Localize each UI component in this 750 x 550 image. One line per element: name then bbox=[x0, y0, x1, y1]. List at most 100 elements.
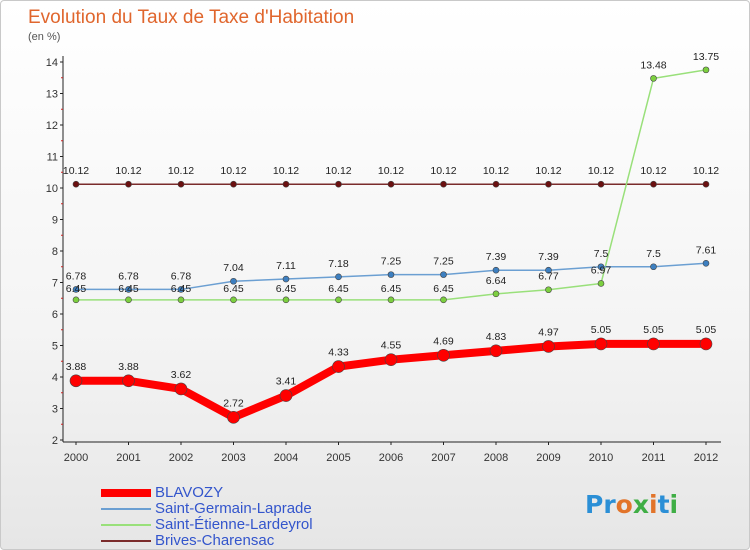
data-point bbox=[437, 348, 450, 362]
data-point bbox=[594, 337, 608, 351]
data-point bbox=[702, 180, 710, 188]
data-label: 10.12 bbox=[378, 165, 404, 177]
y-tick-label: 7 bbox=[52, 278, 58, 290]
data-point bbox=[489, 344, 503, 358]
data-label: 6.78 bbox=[118, 270, 139, 282]
data-point bbox=[440, 296, 447, 304]
data-point bbox=[597, 180, 605, 188]
data-point bbox=[335, 296, 342, 304]
x-tick-label: 2012 bbox=[694, 452, 718, 464]
data-label: 7.11 bbox=[276, 260, 296, 272]
data-point bbox=[125, 180, 132, 188]
x-tick-label: 2006 bbox=[379, 452, 403, 464]
data-point bbox=[122, 374, 135, 388]
x-tick-label: 2000 bbox=[64, 452, 88, 464]
data-point bbox=[545, 286, 552, 294]
data-label: 6.45 bbox=[328, 283, 349, 295]
data-point bbox=[702, 259, 710, 267]
data-label: 10.12 bbox=[430, 165, 456, 177]
data-point bbox=[387, 296, 395, 304]
unit-label: (en %) bbox=[28, 31, 61, 43]
x-tick-label: 2004 bbox=[274, 452, 298, 464]
data-point bbox=[332, 360, 345, 373]
y-tick-label: 3 bbox=[52, 404, 58, 416]
data-point bbox=[492, 290, 500, 298]
data-point bbox=[702, 66, 710, 74]
data-label: 6.45 bbox=[276, 283, 297, 295]
data-point bbox=[72, 296, 80, 304]
x-tick-label: 2002 bbox=[169, 452, 193, 464]
legend-swatch bbox=[101, 540, 151, 542]
data-label: 10.12 bbox=[483, 165, 509, 177]
x-tick-label: 2008 bbox=[484, 452, 508, 464]
data-label: 7.25 bbox=[433, 256, 454, 268]
data-point bbox=[542, 340, 555, 353]
data-label: 13.48 bbox=[640, 59, 666, 71]
x-tick-label: 2009 bbox=[536, 452, 560, 464]
x-tick-label: 2011 bbox=[642, 452, 666, 464]
data-point bbox=[545, 180, 552, 188]
data-label: 10.12 bbox=[115, 165, 141, 177]
y-tick-label: 11 bbox=[47, 152, 58, 164]
x-tick-label: 2001 bbox=[116, 452, 140, 464]
y-tick-label: 4 bbox=[52, 372, 58, 384]
x-tick-label: 2003 bbox=[221, 452, 245, 464]
data-label: 3.62 bbox=[171, 369, 192, 381]
data-label: 6.45 bbox=[66, 283, 87, 295]
legend-label: Brives-Charensac bbox=[155, 532, 275, 549]
legend-swatch bbox=[101, 508, 151, 510]
data-label: 6.45 bbox=[433, 283, 454, 295]
data-label: 3.41 bbox=[276, 376, 297, 388]
data-label: 6.45 bbox=[223, 283, 244, 295]
data-label: 10.12 bbox=[588, 165, 614, 177]
data-point bbox=[440, 180, 447, 188]
data-point bbox=[647, 337, 660, 351]
data-label: 13.75 bbox=[693, 51, 719, 63]
data-label: 4.55 bbox=[381, 340, 402, 352]
data-label: 10.12 bbox=[273, 165, 299, 177]
data-point bbox=[230, 277, 237, 285]
data-label: 4.83 bbox=[486, 331, 507, 343]
data-label: 6.77 bbox=[538, 271, 559, 283]
data-point bbox=[387, 271, 395, 278]
data-point bbox=[387, 180, 395, 188]
data-label: 10.12 bbox=[535, 165, 561, 177]
data-point bbox=[282, 275, 290, 283]
data-point bbox=[699, 337, 713, 351]
data-label: 5.05 bbox=[591, 324, 612, 336]
data-label: 2.72 bbox=[223, 397, 244, 409]
proxiti-logo: Proxiti bbox=[585, 490, 679, 519]
data-label: 10.12 bbox=[640, 165, 666, 177]
data-point bbox=[177, 296, 185, 304]
y-tick-label: 2 bbox=[52, 435, 58, 447]
data-point bbox=[69, 374, 83, 388]
data-point bbox=[440, 271, 447, 278]
y-tick-label: 5 bbox=[52, 341, 58, 353]
y-tick-label: 13 bbox=[46, 89, 58, 101]
data-point bbox=[597, 263, 605, 271]
data-label: 4.69 bbox=[433, 335, 454, 347]
data-point bbox=[227, 411, 240, 424]
data-label: 7.61 bbox=[696, 244, 717, 256]
data-point bbox=[335, 180, 342, 188]
data-point bbox=[492, 180, 500, 188]
data-label: 6.78 bbox=[66, 270, 87, 282]
legend-swatch bbox=[101, 524, 151, 526]
data-point bbox=[492, 266, 500, 274]
data-point bbox=[650, 263, 657, 271]
data-label: 7.5 bbox=[646, 248, 661, 260]
legend-label: Saint-Germain-Laprade bbox=[155, 500, 312, 517]
y-tick-label: 10 bbox=[46, 183, 58, 195]
data-label: 10.12 bbox=[220, 165, 246, 177]
legend-label: BLAVOZY bbox=[155, 484, 224, 501]
data-point bbox=[72, 180, 80, 188]
data-point bbox=[174, 382, 188, 396]
data-point bbox=[177, 286, 185, 293]
data-label: 6.64 bbox=[486, 275, 507, 287]
y-tick-label: 8 bbox=[52, 246, 58, 258]
data-point bbox=[230, 180, 237, 188]
data-label: 6.45 bbox=[118, 283, 139, 295]
data-label: 6.97 bbox=[591, 264, 612, 276]
